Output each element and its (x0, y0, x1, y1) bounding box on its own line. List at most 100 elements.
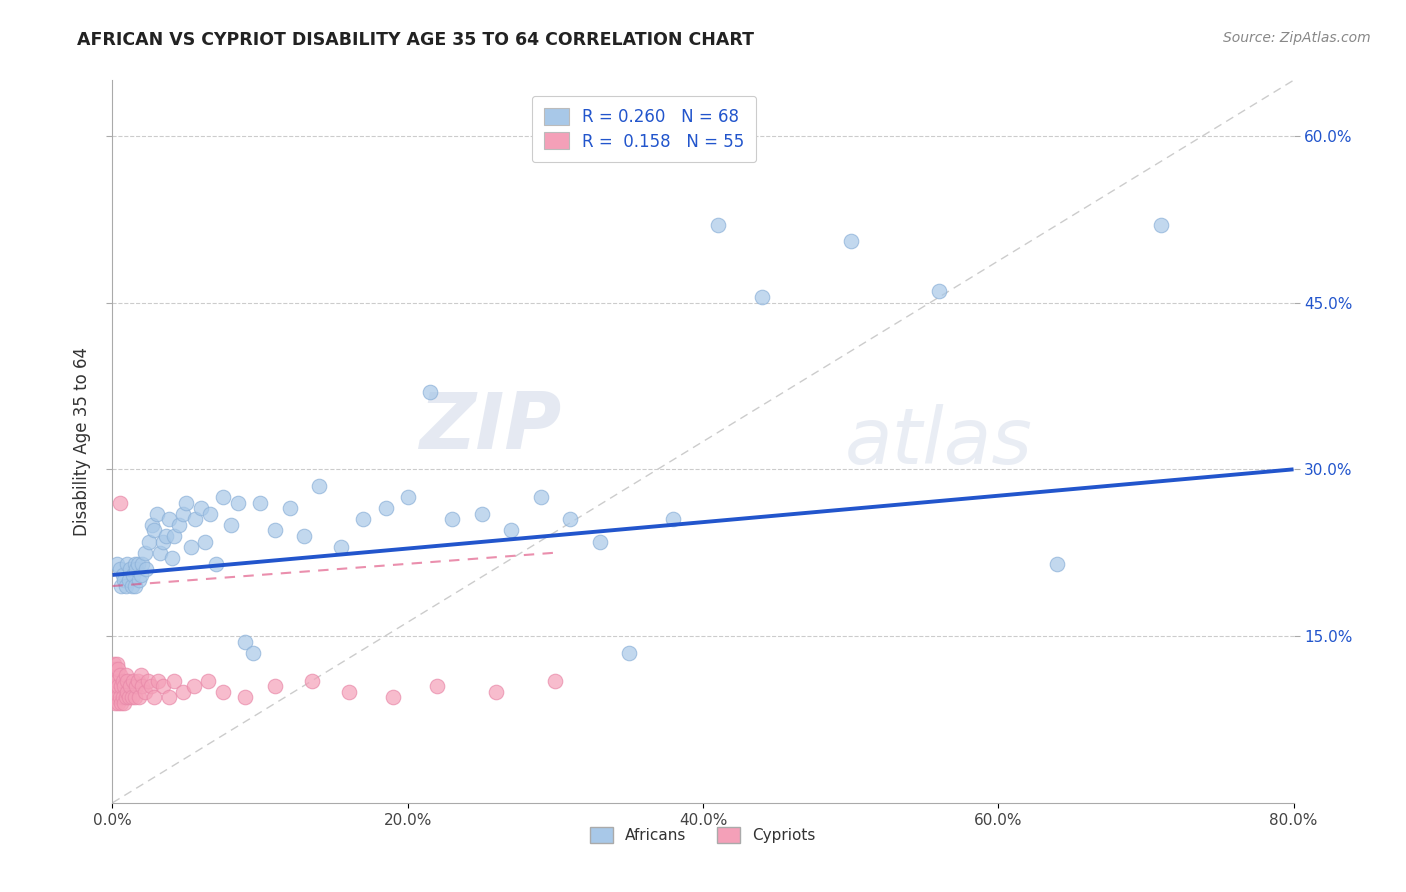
Point (105, 557, 128, 571)
Point (184, 512, 207, 526)
Point (124, 579, 146, 593)
Point (839, 235, 862, 249)
Point (558, 512, 582, 526)
Point (104, 679, 127, 693)
Point (190, 501, 212, 516)
Point (928, 285, 950, 299)
Point (226, 496, 249, 510)
Point (470, 507, 494, 521)
Point (183, 679, 205, 693)
Point (118, 690, 141, 705)
Point (751, 290, 773, 304)
Point (138, 534, 160, 549)
Point (706, 218, 728, 232)
Text: AFRICAN VS CYPRIOT DISABILITY AGE 35 TO 64 CORRELATION CHART: AFRICAN VS CYPRIOT DISABILITY AGE 35 TO … (77, 31, 755, 49)
Point (501, 524, 523, 538)
Point (172, 507, 194, 521)
Point (146, 507, 169, 521)
Y-axis label: Disability Age 35 to 64: Disability Age 35 to 64 (73, 347, 91, 536)
Point (163, 529, 186, 543)
Point (1150, 218, 1173, 232)
Legend: Africans, Cypriots: Africans, Cypriots (583, 822, 823, 849)
Point (1046, 557, 1069, 571)
Point (139, 679, 162, 693)
Point (103, 657, 125, 671)
Point (426, 679, 449, 693)
Point (242, 646, 264, 660)
Point (219, 517, 242, 532)
Point (110, 696, 132, 710)
Point (108, 496, 131, 510)
Point (160, 551, 183, 566)
Point (129, 568, 152, 582)
Point (157, 690, 180, 705)
Point (121, 690, 143, 705)
Point (127, 557, 149, 571)
Point (205, 557, 228, 571)
Point (114, 668, 136, 682)
Point (233, 634, 256, 648)
Point (111, 568, 134, 582)
Point (120, 679, 142, 693)
Point (233, 690, 256, 705)
Point (374, 501, 396, 516)
Point (105, 673, 128, 688)
Point (107, 662, 129, 676)
Point (128, 690, 150, 705)
Point (212, 684, 235, 698)
Point (134, 546, 156, 560)
Point (194, 534, 217, 549)
Point (149, 546, 172, 560)
Point (155, 529, 177, 543)
Point (111, 690, 134, 705)
Point (122, 673, 145, 688)
Point (136, 673, 159, 688)
Point (292, 529, 315, 543)
Point (308, 479, 330, 493)
Text: Source: ZipAtlas.com: Source: ZipAtlas.com (1223, 31, 1371, 45)
Point (117, 673, 138, 688)
Point (172, 684, 194, 698)
Point (544, 673, 567, 688)
Point (174, 496, 197, 510)
Point (111, 673, 134, 688)
Point (264, 679, 287, 693)
Point (110, 679, 132, 693)
Point (396, 490, 419, 504)
Point (419, 384, 441, 399)
Point (197, 673, 219, 688)
Point (103, 690, 125, 705)
Point (163, 673, 186, 688)
Point (157, 512, 180, 526)
Point (152, 679, 174, 693)
Point (148, 673, 170, 688)
Point (107, 696, 129, 710)
Point (112, 679, 135, 693)
Point (588, 534, 610, 549)
Point (104, 696, 127, 710)
Point (131, 557, 153, 571)
Point (127, 673, 149, 688)
Point (118, 574, 141, 588)
Point (114, 579, 136, 593)
Point (124, 690, 146, 705)
Point (112, 574, 135, 588)
Point (212, 490, 235, 504)
Point (105, 690, 128, 705)
Point (110, 579, 132, 593)
Point (485, 684, 508, 698)
Point (108, 690, 131, 705)
Point (278, 501, 301, 516)
Point (662, 512, 685, 526)
Point (142, 524, 165, 538)
Point (141, 517, 163, 532)
Point (122, 568, 145, 582)
Point (152, 534, 174, 549)
Point (337, 684, 360, 698)
Text: ZIP: ZIP (419, 389, 561, 465)
Point (114, 690, 136, 705)
Point (104, 662, 127, 676)
Point (108, 562, 131, 576)
Point (128, 574, 150, 588)
Point (120, 562, 142, 576)
